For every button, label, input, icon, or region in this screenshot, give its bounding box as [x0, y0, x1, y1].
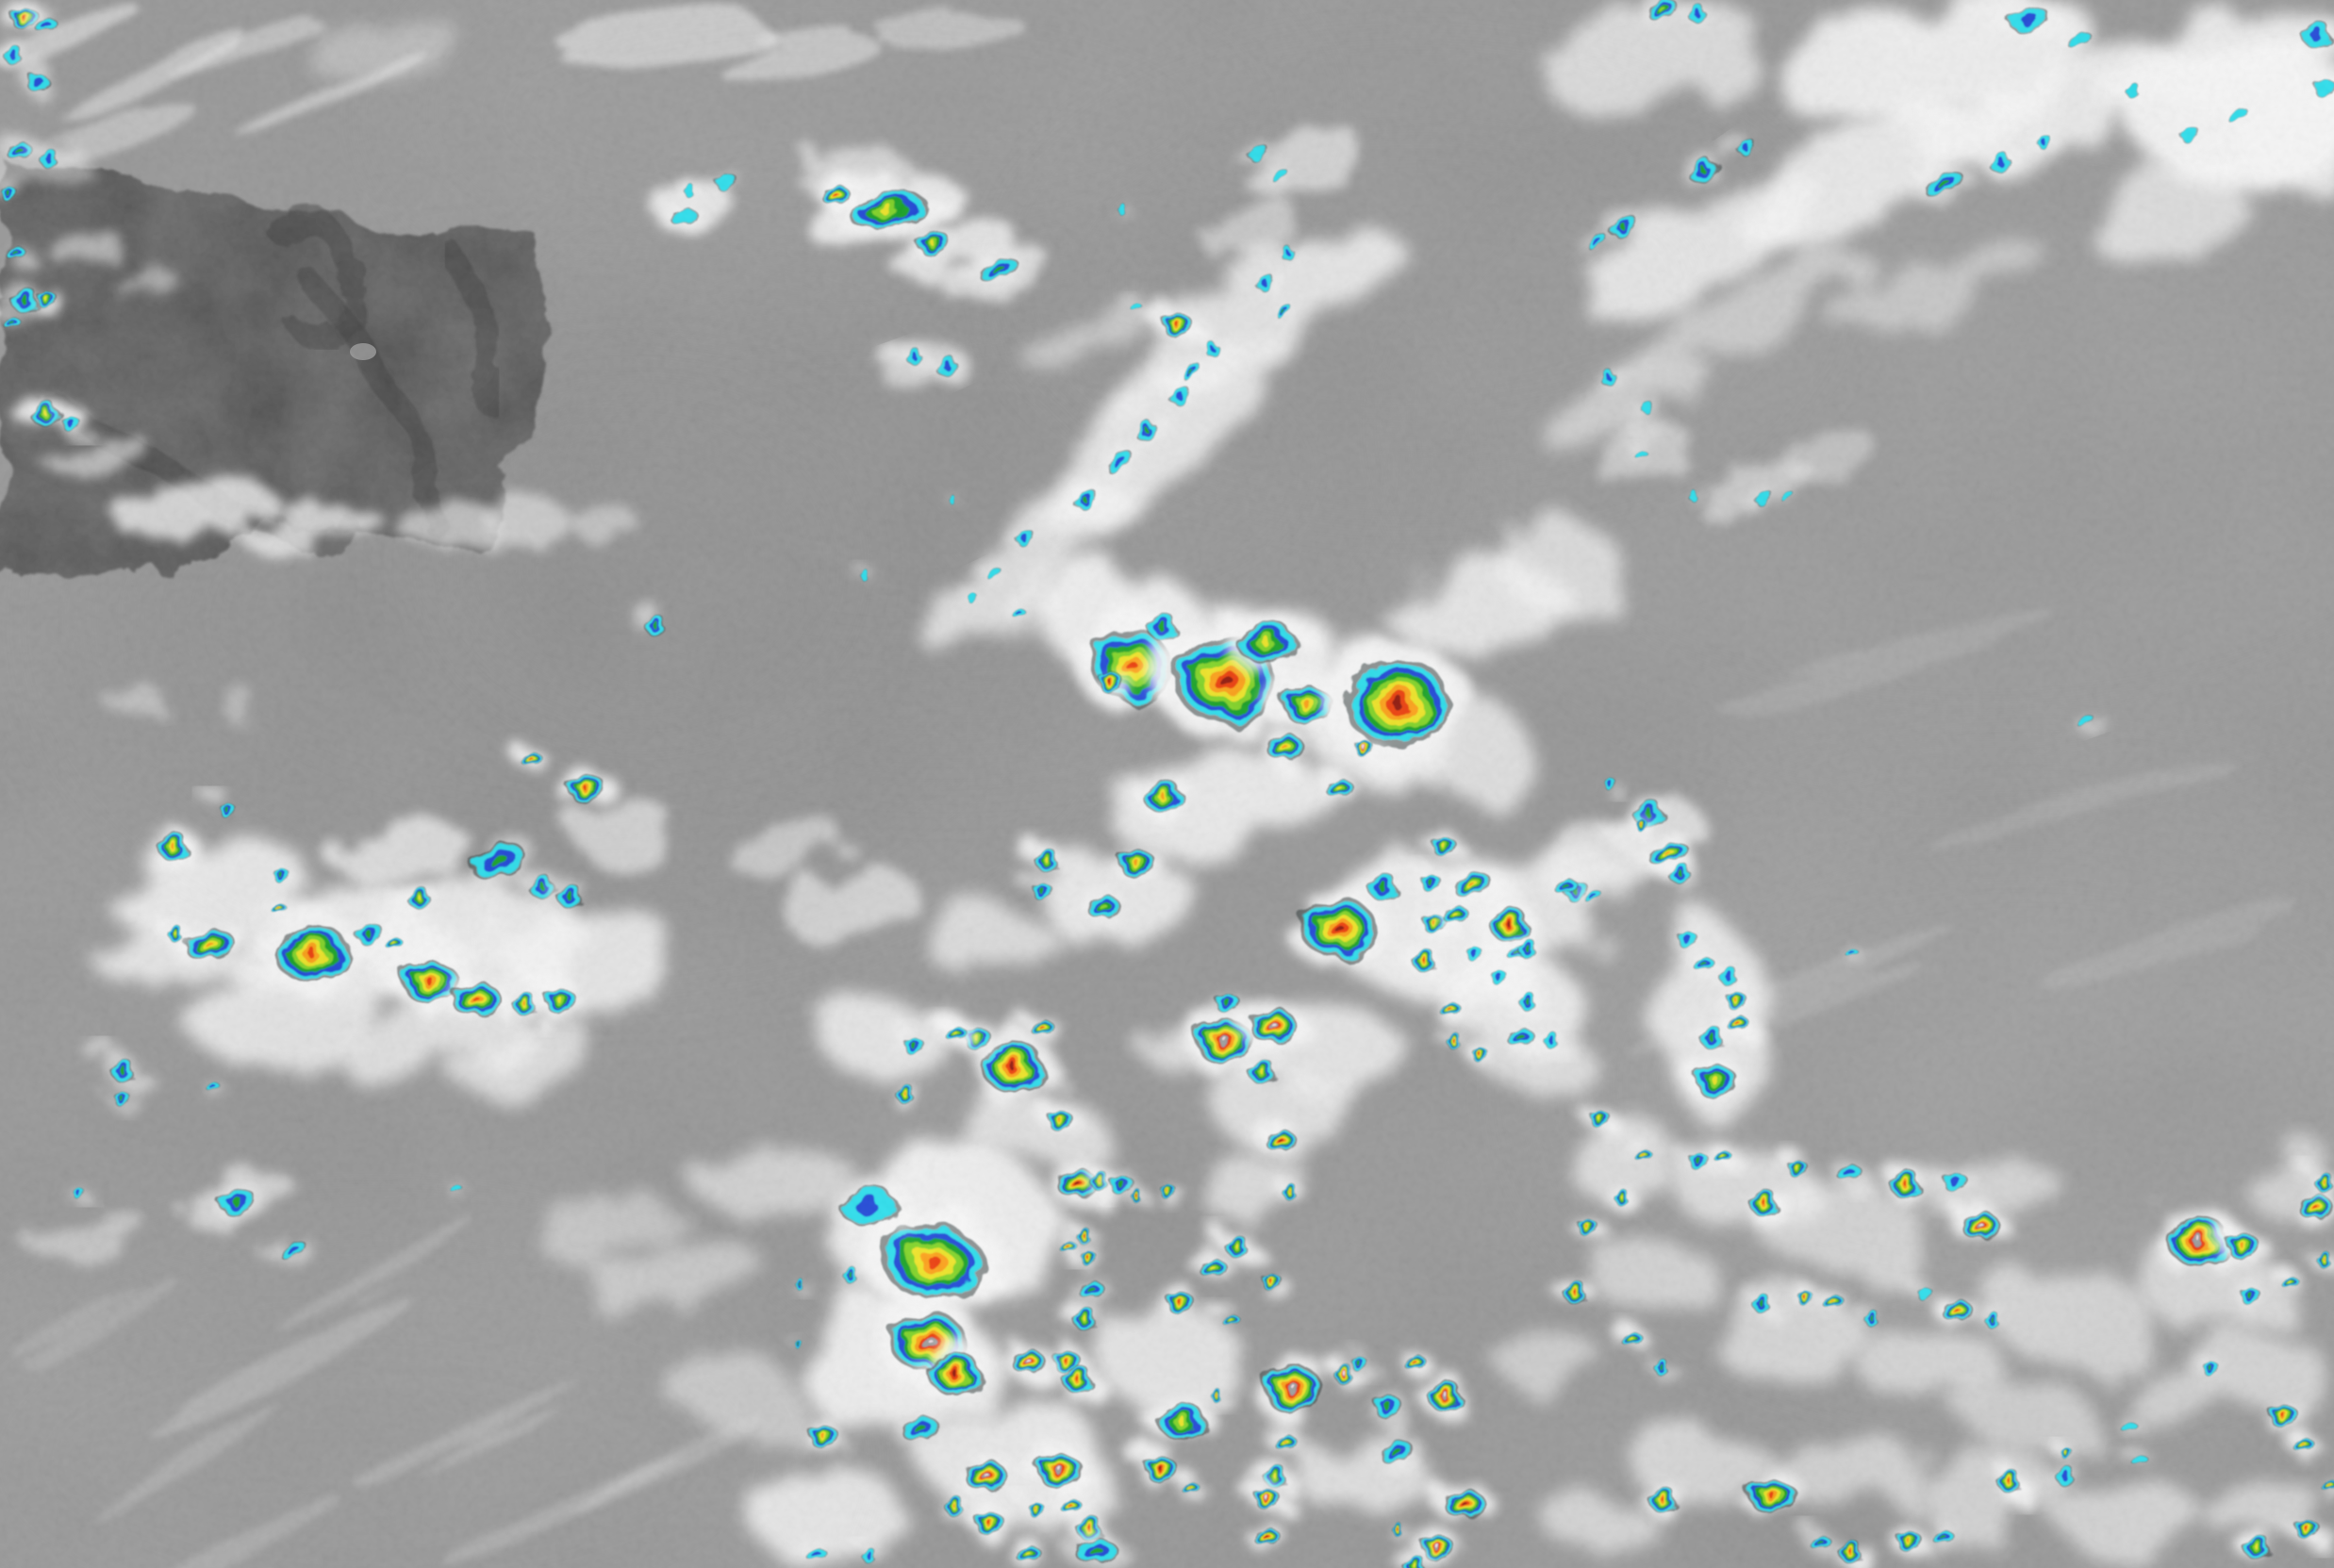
satellite-ir-image: [0, 0, 2334, 1568]
satellite-image-stage: [0, 0, 2334, 1568]
grain-overlay: [0, 0, 2334, 1568]
